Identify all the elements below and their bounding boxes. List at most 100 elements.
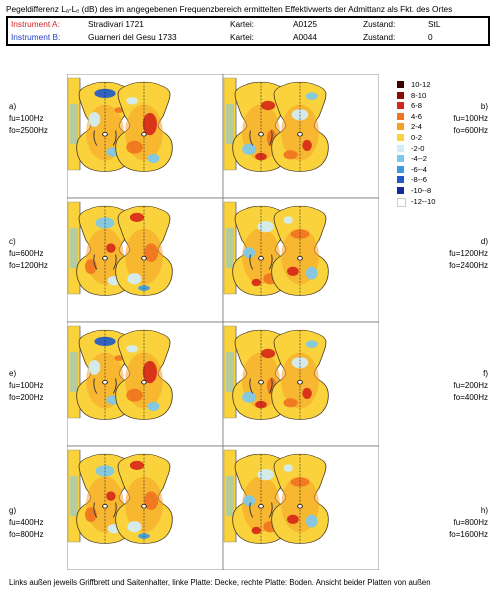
map-layer [67, 74, 379, 570]
bridge-point-marker [102, 256, 108, 261]
legend-label: -8--6 [411, 175, 428, 185]
fingerboard-patch [70, 476, 78, 516]
level-patch [114, 107, 124, 113]
bridge-point-marker [258, 504, 264, 509]
level-patch [305, 514, 318, 528]
level-patch [257, 469, 274, 481]
level-patch [255, 400, 267, 409]
fingerboard-patch [226, 228, 234, 268]
level-patch [144, 243, 159, 262]
level-patch [251, 278, 261, 287]
bridge-point-marker [297, 504, 303, 509]
panel-fo: fo=200Hz [9, 393, 44, 402]
level-patch [287, 514, 299, 524]
panel-label-h: h) fu=800Hz fo=1600Hz [449, 505, 488, 541]
bridge-point-marker [258, 380, 264, 385]
bridge-point-marker [102, 380, 108, 385]
fingerboard-patch [226, 352, 234, 392]
level-patch [255, 152, 267, 161]
f-hole-left [93, 130, 98, 146]
level-patch [283, 216, 293, 224]
instrument-b-kartei: A0044 [293, 32, 317, 42]
level-patch [144, 491, 159, 510]
level-patch [242, 391, 257, 403]
bridge-point-marker [102, 504, 108, 509]
f-hole-right [112, 254, 117, 270]
panel-letter: d) [480, 237, 488, 246]
back-plate-map [271, 81, 329, 172]
level-patch [126, 388, 143, 402]
instrument-info-box: Instrument A: Stradivari 1721 Kartei: A0… [6, 16, 490, 46]
panel-fo: fo=1200Hz [9, 261, 48, 270]
bridge-point-marker [258, 132, 264, 137]
level-patch [290, 229, 310, 239]
legend-label: 4-6 [411, 111, 422, 121]
level-patch [283, 398, 298, 408]
panel-fo: fo=400Hz [453, 393, 488, 402]
f-hole-left [93, 502, 98, 518]
panel-label-a: a) fu=100Hz fo=2500Hz [9, 101, 48, 137]
level-patch [261, 348, 276, 359]
f-hole-right [112, 130, 117, 146]
legend-label: -10--8 [411, 185, 432, 195]
level-patch [114, 355, 124, 361]
back-plate-map [115, 453, 173, 544]
panel-fu: fu=800Hz [453, 518, 488, 527]
back-plate-map [271, 329, 329, 420]
f-hole-right [112, 378, 117, 394]
legend-swatch [397, 186, 404, 194]
f-hole-right [268, 254, 273, 270]
page-title: Pegeldifferenz Lₐ-Lₑ (dB) des im angegeb… [6, 4, 453, 14]
level-patch [287, 266, 299, 276]
back-plate-map [115, 329, 173, 420]
level-patch [283, 150, 298, 160]
bridge-point-marker [141, 132, 147, 137]
legend-swatch [397, 91, 404, 99]
level-patch [88, 359, 101, 375]
panel-fu: fu=100Hz [9, 114, 44, 123]
legend-label: 8-10 [411, 90, 427, 100]
instrument-b-zustand-label: Zustand: [363, 32, 396, 42]
level-patch [283, 464, 293, 472]
panel-letter: e) [9, 369, 17, 378]
top-plate-map [76, 329, 134, 420]
panel-fo: fo=2500Hz [9, 126, 48, 135]
legend-swatch [397, 197, 406, 207]
bridge-point-marker [297, 256, 303, 261]
level-patch [290, 477, 310, 487]
level-patch [126, 97, 139, 105]
panel-letter: a) [9, 102, 17, 111]
panel-letter: c) [9, 237, 16, 246]
f-hole-right [268, 130, 273, 146]
instrument-a-zustand: StL [428, 19, 441, 29]
legend-label: 0-2 [411, 132, 422, 142]
legend-swatch [397, 123, 404, 131]
level-patch [126, 345, 139, 353]
f-hole-left [249, 378, 254, 394]
f-hole-left [93, 378, 98, 394]
panel-label-e: e) fu=100Hz fo=200Hz [9, 368, 43, 404]
panel-label-c: c) fu=600Hz fo=1200Hz [9, 236, 48, 272]
level-patch [305, 266, 318, 280]
panel-letter: b) [480, 102, 488, 111]
level-patch [142, 112, 157, 136]
bridge-point-marker [141, 380, 147, 385]
level-patch [302, 387, 312, 400]
legend-swatch [397, 155, 404, 163]
instrument-a-kartei: A0125 [293, 19, 317, 29]
panel-fo: fo=2400Hz [449, 261, 488, 270]
fingerboard-patch [226, 104, 234, 144]
instrument-b-label: Instrument B: [11, 32, 61, 42]
bridge-point-marker [297, 132, 303, 137]
level-patch [291, 357, 309, 369]
level-patch [305, 340, 318, 348]
instrument-b-name: Guarneri del Gesu 1733 [88, 32, 177, 42]
panel-fu: fu=400Hz [9, 518, 44, 527]
panel-label-d: d) fu=1200Hz fo=2400Hz [449, 236, 488, 272]
instrument-a-kartei-label: Kartei: [230, 19, 254, 29]
level-patch [106, 491, 116, 501]
admittance-map-grid [67, 74, 379, 570]
instrument-b-zustand: 0 [428, 32, 433, 42]
bridge-point-marker [102, 132, 108, 137]
level-patch [261, 100, 276, 111]
